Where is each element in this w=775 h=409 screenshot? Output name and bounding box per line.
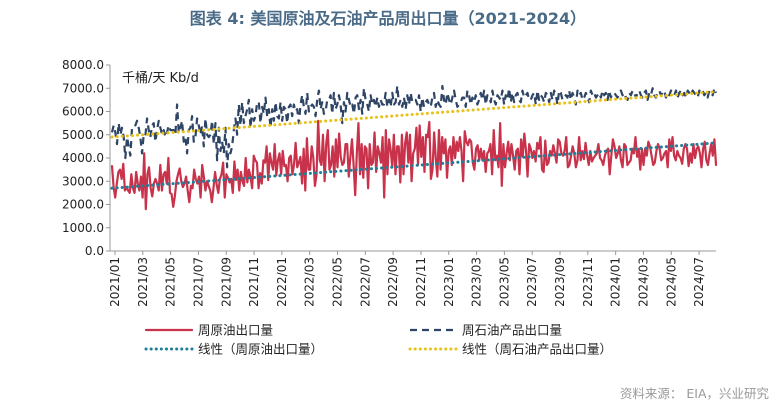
x-tick-label: 2023/01 (442, 257, 456, 307)
x-tick-label: 2023/07 (525, 257, 539, 307)
y-tick-label: 1000.0 (62, 221, 104, 235)
y-tick-label: 4000.0 (62, 151, 104, 165)
x-tick-label: 2022/09 (386, 257, 400, 307)
x-tick-label: 2021/03 (136, 257, 150, 307)
legend-label: 周石油产品出口量 (462, 323, 562, 338)
x-tick-label: 2022/05 (331, 257, 345, 307)
x-tick-label: 2021/07 (191, 257, 205, 307)
series-layer (110, 84, 718, 211)
series-line-0 (110, 119, 718, 211)
x-tick-label: 2022/03 (303, 257, 317, 307)
x-tick-label: 2021/11 (247, 257, 261, 307)
y-tick-label: 8000.0 (62, 58, 104, 72)
y-tick-label: 7000.0 (62, 81, 104, 95)
x-tick-label: 2021/05 (164, 257, 178, 307)
x-tick-label: 2024/01 (609, 257, 623, 307)
x-tick-label: 2024/05 (664, 257, 678, 307)
x-tick-label: 2024/07 (692, 257, 706, 307)
axes: 0.0 1000.0 2000.0 3000.0 4000.0 5000.0 6000.0 7… (62, 58, 716, 307)
x-tick-label: 2022/07 (358, 257, 372, 307)
y-tick-label: 3000.0 (62, 174, 104, 188)
x-tick-label: 2023/03 (470, 257, 484, 307)
source-note: 资料来源： EIA，兴业研究 (620, 386, 770, 401)
series-line-2 (110, 141, 718, 190)
x-tick-label: 2022/01 (275, 257, 289, 307)
legend-label: 线性（周原油出口量） (198, 342, 323, 357)
unit-label: 千桶/天 Kb/d (122, 71, 199, 86)
legend-label: 周原油出口量 (198, 323, 273, 338)
x-tick-label: 2023/11 (581, 257, 595, 307)
y-tick-label: 2000.0 (62, 198, 104, 212)
chart-title: 图表 4: 美国原油及石油产品周出口量（2021-2024） (190, 9, 586, 28)
y-tick-label: 6000.0 (62, 105, 104, 119)
y-tick-label: 5000.0 (62, 128, 104, 142)
series-line-3 (110, 90, 718, 139)
legend-label: 线性（周石油产品出口量） (462, 342, 612, 357)
x-tick-label: 2024/03 (636, 257, 650, 307)
x-tick-label: 2022/11 (414, 257, 428, 307)
x-tick-label: 2021/09 (219, 257, 233, 307)
x-tick-label: 2023/05 (497, 257, 511, 307)
y-tick-label: 0.0 (85, 244, 104, 258)
x-tick-label: 2023/09 (553, 257, 567, 307)
x-tick-label: 2021/01 (108, 257, 122, 307)
